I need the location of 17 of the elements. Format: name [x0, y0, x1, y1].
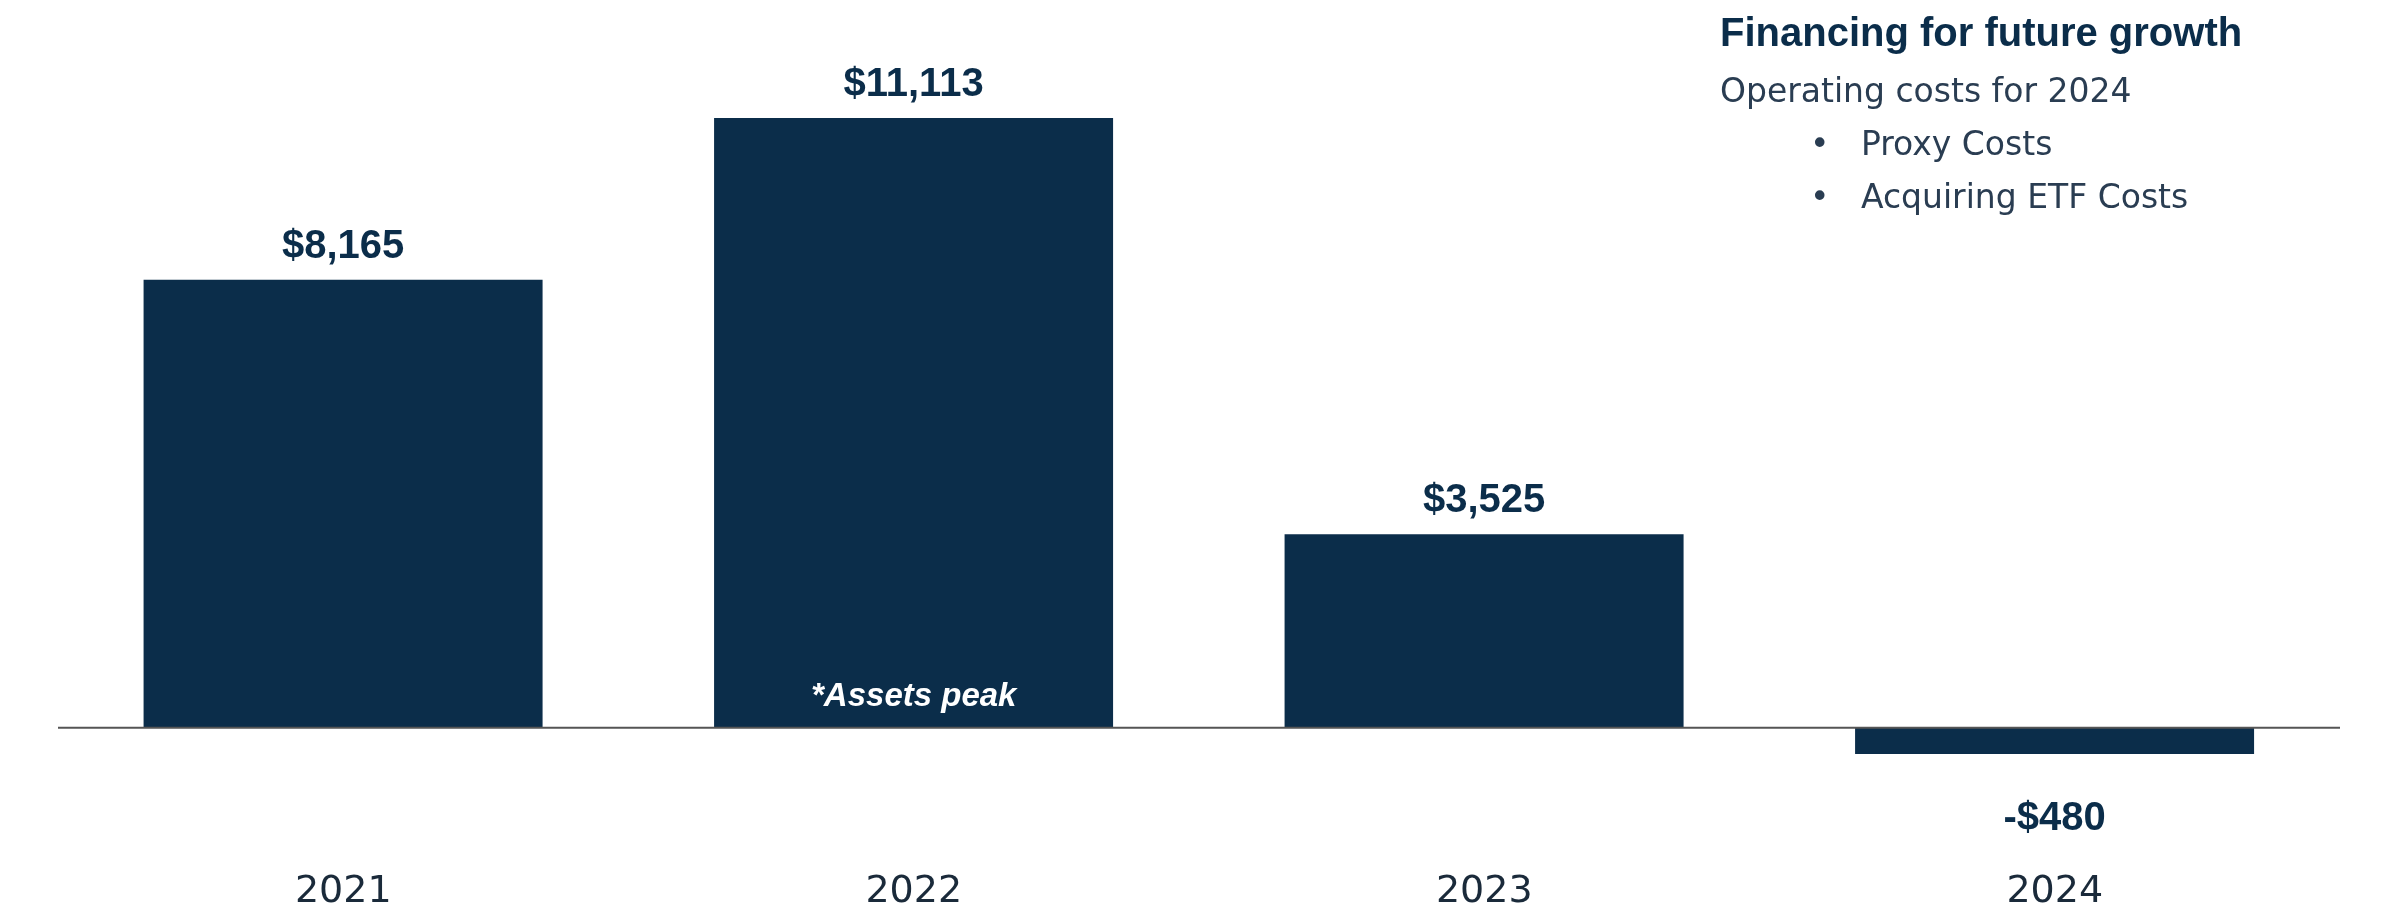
x-tick-label: 2023 — [1435, 867, 1533, 911]
data-label: $11,113 — [843, 60, 984, 104]
annotation: *Assets peak — [811, 675, 1019, 713]
bar — [143, 279, 543, 728]
bar — [1855, 727, 2255, 754]
x-tick-label: 2022 — [865, 867, 963, 911]
data-label: $3,525 — [1422, 476, 1546, 521]
bar — [1284, 534, 1684, 728]
chart-subtitle: Operating costs for 2024 — [1720, 71, 2133, 110]
annotation: • Proxy Costs — [1810, 124, 2054, 163]
x-tick-label: 2024 — [2006, 867, 2104, 911]
chart-title: Financing for future growth — [1720, 10, 2244, 55]
x-tick-label: 2021 — [294, 867, 392, 911]
data-label: -$480 — [2003, 794, 2106, 839]
annotation: • Acquiring ETF Costs — [1810, 177, 2190, 216]
bar — [714, 118, 1114, 728]
data-label: $8,165 — [281, 221, 405, 266]
